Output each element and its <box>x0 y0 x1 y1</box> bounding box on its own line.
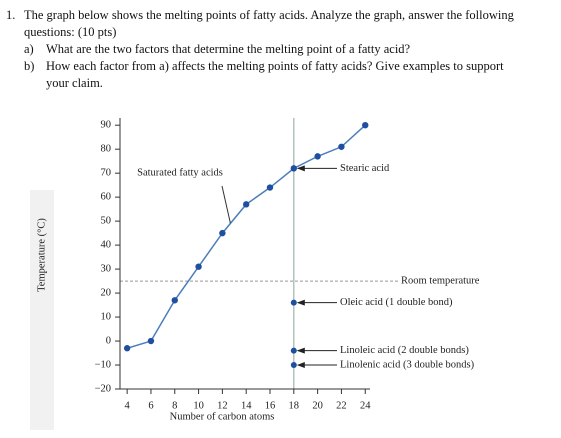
y-tick-label: 10 <box>101 311 112 322</box>
x-tick-label: 10 <box>193 400 204 411</box>
x-tick-label: 14 <box>241 400 252 411</box>
unsaturated-label: Linolenic acid (3 double bonds) <box>340 359 475 370</box>
annotation-pointer <box>221 185 231 224</box>
item-line: your claim. <box>46 76 103 90</box>
question-number: 1. <box>6 8 16 22</box>
data-point <box>266 184 274 191</box>
y-tick-label: 40 <box>101 240 112 251</box>
unsaturated-label: Linoleic acid (2 double bonds) <box>340 345 469 356</box>
item-label: a) <box>24 42 34 56</box>
reference-label: Room temperature <box>401 275 480 286</box>
y-tick-label: 20 <box>101 287 112 298</box>
data-point <box>362 121 369 129</box>
x-tick-label: 16 <box>265 400 276 411</box>
data-point <box>147 337 155 345</box>
unsaturated-point <box>290 299 297 306</box>
y-tick-label: 70 <box>101 168 112 179</box>
data-point <box>219 229 226 237</box>
x-tick-label: 20 <box>312 400 323 411</box>
data-point <box>314 153 321 160</box>
callout-label: Stearic acid <box>340 163 390 174</box>
x-tick-label: 24 <box>360 400 371 411</box>
question-line: The graph below shows the melting points… <box>24 8 514 22</box>
y-tick-label: 30 <box>101 263 112 274</box>
item-label: b) <box>24 59 35 73</box>
data-point <box>338 143 345 150</box>
y-tick-label: 60 <box>101 192 112 203</box>
y-tick-label: 90 <box>101 120 112 131</box>
unsaturated-label: Oleic acid (1 double bond) <box>340 297 453 308</box>
data-point <box>242 201 250 208</box>
series-line <box>126 124 366 349</box>
y-tick-label: 50 <box>101 216 112 227</box>
question-line: questions: (10 pts) <box>24 25 117 39</box>
y-axis-label: Temperature (°C) <box>36 218 47 292</box>
item-line: What are the two factors that determine … <box>46 42 411 56</box>
y-tick-label: 80 <box>101 144 112 155</box>
x-tick-label: 4 <box>125 400 131 411</box>
x-axis-label: Number of carbon atoms <box>170 411 275 422</box>
x-tick-label: 8 <box>172 400 177 411</box>
y-tick-label: 0 <box>106 335 111 346</box>
y-tick-label: −20 <box>95 383 111 394</box>
y-tick-label: −10 <box>95 359 111 370</box>
side-band <box>30 190 54 430</box>
data-point <box>171 297 178 304</box>
x-tick-label: 22 <box>336 400 347 411</box>
x-tick-label: 18 <box>289 400 300 411</box>
x-tick-label: 12 <box>217 400 228 411</box>
item-line: How each factor from a) affects the melt… <box>46 59 504 73</box>
data-point <box>195 263 202 270</box>
unsaturated-point <box>290 362 297 369</box>
series-annotation: Saturated fatty acids <box>137 167 223 178</box>
data-point <box>290 165 298 172</box>
data-point <box>123 345 131 352</box>
unsaturated-point <box>290 347 297 354</box>
x-tick-label: 6 <box>148 400 153 411</box>
